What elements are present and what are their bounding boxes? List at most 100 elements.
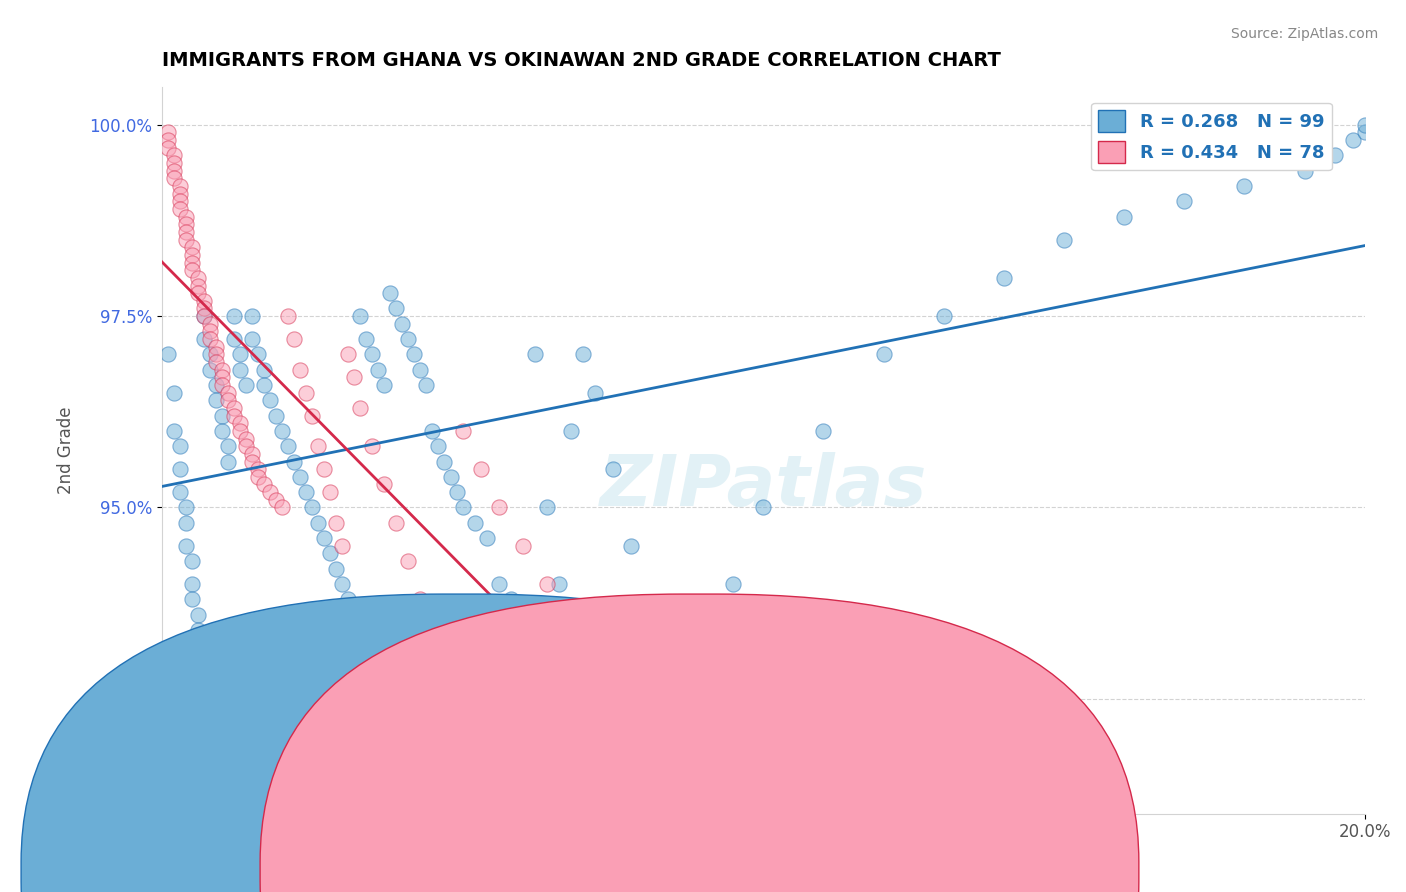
Point <box>391 317 413 331</box>
Point <box>512 539 534 553</box>
Point <box>205 347 228 361</box>
Point <box>439 470 461 484</box>
Point <box>427 439 450 453</box>
Point <box>1294 163 1316 178</box>
Point <box>259 393 281 408</box>
Point <box>211 409 233 423</box>
Point <box>169 179 191 194</box>
Point <box>169 202 191 216</box>
Point <box>314 462 336 476</box>
Point <box>872 347 894 361</box>
Point <box>187 623 209 637</box>
Point <box>235 432 257 446</box>
Point <box>451 500 474 515</box>
Point <box>198 317 221 331</box>
Point <box>373 378 395 392</box>
Point <box>253 362 276 376</box>
Point <box>187 638 209 652</box>
Point <box>163 171 186 186</box>
Point <box>319 485 342 500</box>
Point <box>523 347 546 361</box>
Point <box>404 347 426 361</box>
Point <box>422 631 444 645</box>
Point <box>620 539 643 553</box>
Point <box>1354 125 1376 139</box>
Point <box>488 577 510 591</box>
Point <box>180 255 202 269</box>
Point <box>198 325 221 339</box>
Point <box>446 485 468 500</box>
Point <box>422 424 444 438</box>
Point <box>560 424 582 438</box>
Point <box>180 554 202 568</box>
Point <box>439 669 461 683</box>
Point <box>180 240 202 254</box>
Point <box>396 332 419 346</box>
Text: IMMIGRANTS FROM GHANA VS OKINAWAN 2ND GRADE CORRELATION CHART: IMMIGRANTS FROM GHANA VS OKINAWAN 2ND GR… <box>162 51 1001 70</box>
Point <box>1341 133 1364 147</box>
Text: Immigrants from Ghana: Immigrants from Ghana <box>434 860 634 878</box>
Point <box>240 309 263 323</box>
Point <box>264 492 287 507</box>
Point <box>211 424 233 438</box>
Point <box>198 347 221 361</box>
Point <box>169 186 191 201</box>
Point <box>325 562 347 576</box>
Point <box>235 439 257 453</box>
Point <box>295 385 318 400</box>
Point <box>668 691 690 706</box>
Point <box>174 500 197 515</box>
Point <box>307 516 329 530</box>
Point <box>330 539 353 553</box>
Point <box>187 607 209 622</box>
Point <box>174 225 197 239</box>
Point <box>180 248 202 262</box>
Point <box>193 309 215 323</box>
Point <box>301 409 323 423</box>
Point <box>187 278 209 293</box>
Point <box>1173 194 1195 209</box>
Point <box>319 546 342 560</box>
Point <box>356 332 378 346</box>
Point <box>583 654 606 668</box>
Point <box>330 577 353 591</box>
Point <box>156 133 179 147</box>
Point <box>488 500 510 515</box>
Point <box>217 454 239 468</box>
Point <box>721 577 744 591</box>
Point <box>572 347 595 361</box>
Point <box>1114 210 1136 224</box>
Point <box>187 270 209 285</box>
Point <box>205 378 228 392</box>
Point <box>193 332 215 346</box>
Point <box>314 531 336 545</box>
Point <box>180 263 202 277</box>
Point <box>499 592 522 607</box>
Point <box>247 347 270 361</box>
Point <box>169 194 191 209</box>
Point <box>240 332 263 346</box>
Point <box>536 500 558 515</box>
Point <box>1354 118 1376 132</box>
Point <box>174 539 197 553</box>
Point <box>205 355 228 369</box>
Point <box>264 409 287 423</box>
Point <box>337 347 360 361</box>
Point <box>409 592 432 607</box>
Point <box>464 516 486 530</box>
Point <box>174 233 197 247</box>
Point <box>174 210 197 224</box>
Point <box>607 691 630 706</box>
Point <box>433 454 456 468</box>
Point <box>193 293 215 308</box>
Point <box>163 424 186 438</box>
Point <box>396 554 419 568</box>
Point <box>409 362 432 376</box>
Point <box>259 485 281 500</box>
Text: ZIPatlas: ZIPatlas <box>599 452 927 521</box>
Point <box>1323 148 1346 162</box>
Point <box>343 370 366 384</box>
Point <box>193 301 215 316</box>
Point <box>301 500 323 515</box>
Point <box>692 654 714 668</box>
